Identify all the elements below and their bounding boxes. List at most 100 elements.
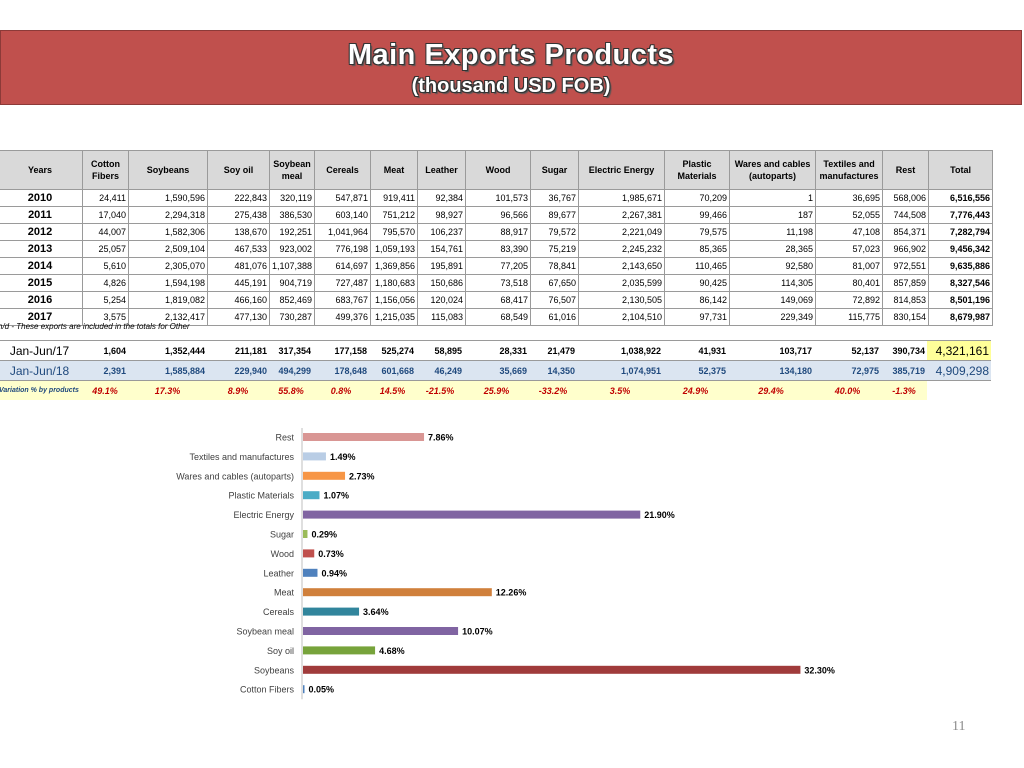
page-number: 11: [952, 719, 966, 734]
category-label: Plastic Materials: [228, 491, 294, 501]
column-header: Sugar: [530, 150, 580, 190]
category-label: Cereals: [263, 607, 295, 617]
bar: [303, 530, 308, 538]
value-label: 0.73%: [318, 549, 344, 559]
table-cell: 110,465: [664, 257, 731, 275]
table-cell: 7,776,443: [928, 206, 994, 224]
table-cell: 28,331: [464, 340, 529, 361]
table-cell: 814,853: [882, 291, 930, 309]
table-cell: 3,575: [82, 308, 129, 326]
table-cell: 115,083: [417, 308, 467, 326]
table-cell: 52,055: [815, 206, 884, 224]
table-cell: 1,107,388: [268, 257, 316, 275]
table-header-row: Years Cotton Fibers Soybeans Soy oil Soybean…: [0, 150, 994, 190]
table-cell: 106,237: [417, 223, 467, 241]
value-label: 2.73%: [349, 471, 375, 481]
table-cell: 73,518: [465, 274, 532, 292]
bar: [303, 588, 492, 597]
value-label: 0.29%: [311, 530, 337, 540]
table-cell: 683,767: [314, 291, 372, 309]
column-header: Cereals: [314, 150, 372, 190]
value-label: 3.64%: [363, 607, 389, 617]
table-cell: 919,411: [370, 189, 419, 207]
value-label: 1.49%: [330, 452, 356, 462]
table-row: 2016 5,254 1,819,082 466,160 852,469 683,767 1…: [0, 291, 994, 309]
variation-cell: -21.5%: [416, 380, 464, 400]
table-cell: 4,321,161: [927, 340, 991, 361]
variation-cell: 29.4%: [728, 380, 814, 400]
bar: [303, 665, 801, 674]
value-label: 12.26%: [496, 588, 527, 598]
table-cell: 9,635,886: [928, 257, 994, 275]
table-cell: 80,401: [815, 274, 884, 292]
table-cell: 99,466: [664, 206, 731, 224]
row-year: 2014: [0, 257, 83, 275]
table-cell: 481,076: [207, 257, 270, 275]
share-bar-chart: Rest 7.86% Textiles and manufactures 1.49% W…: [176, 428, 835, 700]
table-cell: 195,891: [417, 257, 467, 275]
table-cell: 275,438: [207, 206, 270, 224]
column-header: Total: [928, 150, 994, 190]
table-cell: 57,023: [815, 240, 884, 258]
row-year: 2013: [0, 240, 83, 258]
bar: [303, 491, 320, 500]
table-cell: 44,007: [82, 223, 129, 241]
half-year-row: Jan-Jun/17 1,604 1,352,444 211,181 317,354 17…: [0, 340, 991, 361]
table-cell: 2,391: [82, 360, 128, 381]
table-cell: 79,575: [664, 223, 731, 241]
table-cell: 81,007: [815, 257, 884, 275]
table-cell: 857,859: [882, 274, 930, 292]
table-cell: 25,057: [82, 240, 129, 258]
category-label: Wood: [271, 549, 294, 559]
table-row: 2013 25,057 2,509,104 467,533 923,002 776,198…: [0, 240, 994, 258]
category-label: Meat: [274, 588, 295, 598]
table-row: 2015 4,826 1,594,198 445,191 904,719 727,487 1…: [0, 274, 994, 292]
table-cell: 76,507: [530, 291, 580, 309]
value-label: 10.07%: [462, 627, 493, 637]
value-label: 32.30%: [804, 665, 835, 675]
table-cell: 466,160: [207, 291, 270, 309]
table-cell: 177,158: [313, 340, 369, 361]
variation-cell: 24.9%: [663, 380, 728, 400]
table-cell: 494,299: [269, 360, 313, 381]
table-cell: 1,038,922: [577, 340, 663, 361]
table-cell: 154,761: [417, 240, 467, 258]
table-cell: 83,390: [465, 240, 532, 258]
table-cell: 86,142: [664, 291, 731, 309]
table-cell: 115,775: [815, 308, 884, 326]
table-cell: 68,417: [465, 291, 532, 309]
table-cell: 1,582,306: [128, 223, 208, 241]
table-cell: 1,369,856: [370, 257, 419, 275]
table-cell: 187: [729, 206, 817, 224]
value-label: 21.90%: [644, 510, 675, 520]
table-cell: 776,198: [314, 240, 372, 258]
row-year: 2011: [0, 206, 83, 224]
table-cell: 966,902: [882, 240, 930, 258]
table-cell: 9,456,342: [928, 240, 994, 258]
table-row: 2014 5,610 2,305,070 481,076 1,107,388 614,69…: [0, 257, 994, 275]
table-cell: 2,509,104: [128, 240, 208, 258]
column-header: Cotton Fibers: [82, 150, 129, 190]
table-cell: 744,508: [882, 206, 930, 224]
page-subtitle: (thousand USD FOB): [411, 75, 611, 97]
table-cell: 41,931: [663, 340, 728, 361]
half-year-row: Jan-Jun/18 2,391 1,585,884 229,940 494,299 17…: [0, 360, 991, 381]
table-note: n/d - These exports are included in the …: [0, 322, 190, 331]
table-cell: 72,975: [814, 360, 881, 381]
table-cell: 795,570: [370, 223, 419, 241]
table-cell: 28,365: [729, 240, 817, 258]
column-header: Meat: [370, 150, 419, 190]
table-cell: 36,695: [815, 189, 884, 207]
table-cell: 24,411: [82, 189, 129, 207]
table-cell: 499,376: [314, 308, 372, 326]
table-cell: 1,819,082: [128, 291, 208, 309]
table-cell: 8,501,196: [928, 291, 994, 309]
table-cell: 149,069: [729, 291, 817, 309]
table-cell: 98,927: [417, 206, 467, 224]
table-cell: 1,215,035: [370, 308, 419, 326]
column-header: Soybean meal: [268, 150, 316, 190]
table-cell: 904,719: [268, 274, 316, 292]
table-cell: 229,349: [729, 308, 817, 326]
table-cell: 8,327,546: [928, 274, 994, 292]
table-cell: 385,719: [881, 360, 927, 381]
